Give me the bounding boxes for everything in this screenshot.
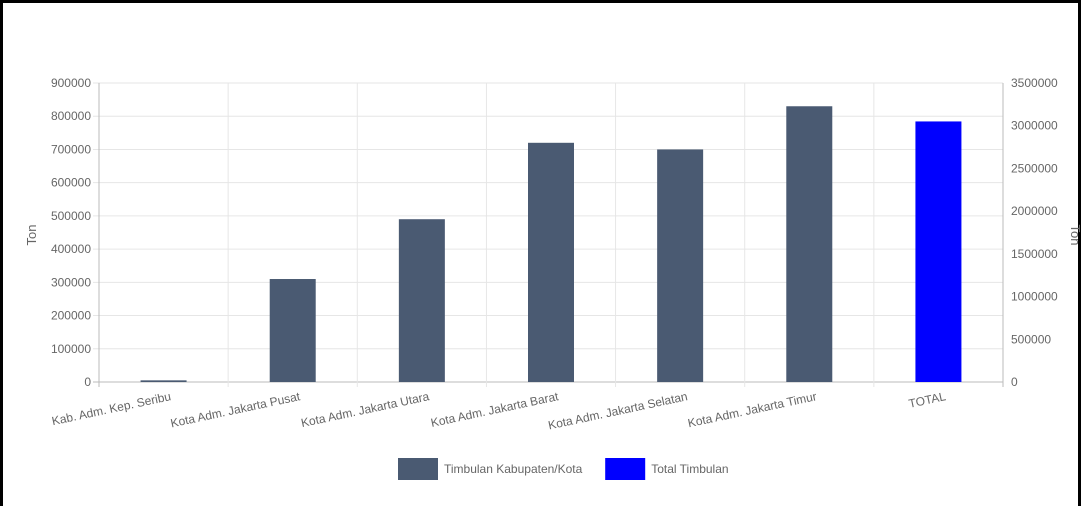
- right-tick-label: 2000000: [1011, 204, 1058, 218]
- bar: [657, 149, 704, 382]
- x-tick-label: Kota Adm. Jakarta Barat: [429, 389, 560, 430]
- right-y-axis-title: Ton: [1068, 225, 1083, 246]
- right-tick-label: 3000000: [1011, 119, 1058, 133]
- legend-item[interactable]: Total Timbulan: [605, 458, 729, 480]
- right-tick-label: 1000000: [1011, 290, 1058, 304]
- left-tick-label: 100000: [51, 342, 91, 356]
- bars: [140, 106, 962, 382]
- legend-label: Total Timbulan: [651, 462, 728, 476]
- bar: [140, 380, 187, 382]
- bar: [786, 106, 833, 382]
- bar: [528, 142, 574, 382]
- left-tick-label: 300000: [51, 275, 91, 289]
- right-y-axis-ticks: 3500000 3000000 2500000 2000000 1500000 10000…: [1011, 76, 1058, 389]
- x-tick-label: Kab. Adm. Kep. Seribu: [51, 389, 173, 428]
- bar: [398, 219, 445, 382]
- bar: [269, 279, 316, 382]
- legend-item[interactable]: Timbulan Kabupaten/Kota: [398, 458, 583, 480]
- left-tick-label: 400000: [51, 242, 91, 256]
- x-tick-label: TOTAL: [907, 389, 947, 411]
- left-tick-label: 200000: [51, 309, 91, 323]
- legend-label: Timbulan Kabupaten/Kota: [444, 462, 583, 476]
- right-tick-label: 2500000: [1011, 161, 1058, 175]
- left-tick-label: 900000: [51, 76, 91, 90]
- bar-chart: 900000 800000 700000 600000 500000 400000 3000…: [24, 76, 1083, 480]
- legend-swatch: [398, 458, 438, 480]
- right-tick-label: 1500000: [1011, 247, 1058, 261]
- left-tick-label: 700000: [51, 142, 91, 156]
- left-tick-label: 0: [84, 375, 91, 389]
- left-tick-label: 800000: [51, 109, 91, 123]
- legend[interactable]: Timbulan Kabupaten/Kota Total Timbulan: [398, 458, 729, 480]
- x-tick-label: Kota Adm. Jakarta Pusat: [169, 389, 302, 430]
- x-tick-label: Kota Adm. Jakarta Utara: [300, 389, 431, 430]
- left-y-axis-ticks: 900000 800000 700000 600000 500000 400000 3000…: [51, 76, 91, 389]
- x-tick-label: Kota Adm. Jakarta Timur: [686, 389, 817, 430]
- legend-swatch: [605, 458, 646, 480]
- left-tick-label: 500000: [51, 209, 91, 223]
- left-y-axis-title: Ton: [24, 225, 39, 246]
- left-tick-label: 600000: [51, 176, 91, 190]
- right-tick-label: 0: [1011, 375, 1018, 389]
- right-tick-label: 3500000: [1011, 76, 1058, 90]
- right-tick-label: 500000: [1011, 332, 1051, 346]
- x-tick-label: Kota Adm. Jakarta Selatan: [547, 389, 689, 432]
- bar: [915, 121, 962, 382]
